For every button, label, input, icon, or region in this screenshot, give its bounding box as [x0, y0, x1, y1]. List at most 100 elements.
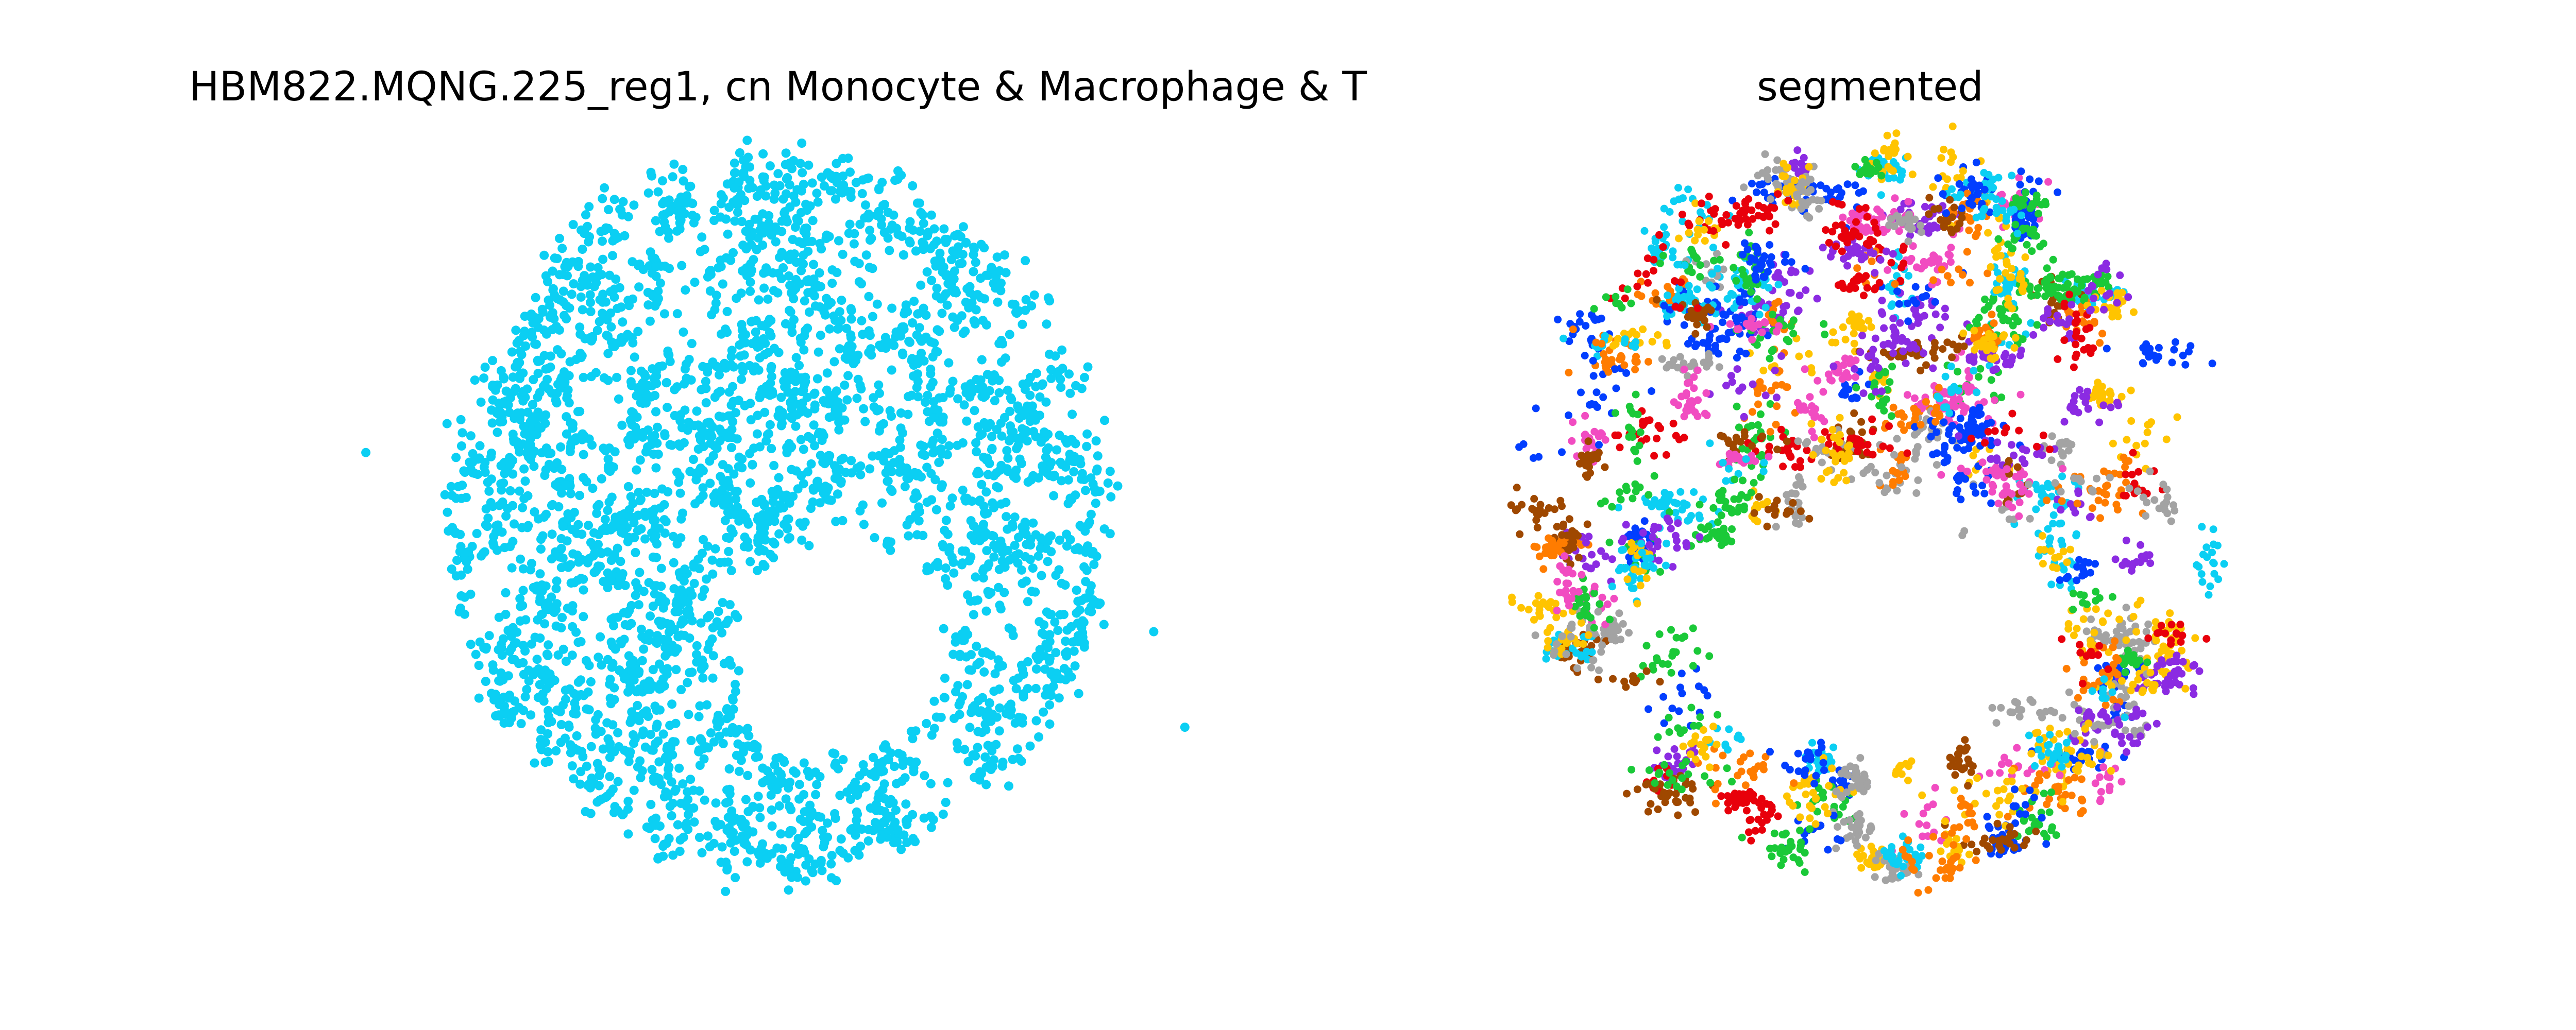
data-point: [447, 564, 456, 574]
data-point: [809, 260, 818, 269]
cluster-point: [2139, 359, 2147, 368]
data-point: [523, 521, 533, 530]
data-point: [547, 529, 557, 539]
data-point: [1072, 586, 1081, 595]
cluster-point: [1845, 816, 1854, 824]
data-point: [1002, 512, 1011, 522]
cluster-point: [1713, 532, 1721, 540]
data-point: [547, 592, 556, 602]
data-point: [695, 761, 705, 770]
data-point: [705, 611, 715, 621]
data-point: [1068, 637, 1077, 647]
data-point: [1077, 384, 1087, 393]
cluster-point: [2067, 792, 2076, 800]
cluster-point: [1913, 263, 1921, 271]
data-point: [583, 687, 593, 697]
data-point: [471, 649, 481, 659]
cluster-point: [1640, 227, 1649, 235]
data-point: [718, 739, 728, 748]
data-point: [781, 372, 791, 382]
data-point: [594, 764, 604, 774]
data-point: [981, 725, 991, 735]
data-point: [527, 639, 536, 649]
data-point: [997, 761, 1007, 771]
data-point: [592, 325, 602, 335]
data-point: [663, 636, 672, 645]
cluster-point: [1616, 443, 1624, 452]
data-point: [1001, 353, 1010, 363]
data-point: [742, 135, 752, 145]
data-point: [584, 705, 594, 715]
cluster-point: [1674, 811, 1682, 819]
data-point: [746, 415, 756, 425]
data-point: [786, 412, 795, 422]
data-point: [793, 834, 803, 844]
data-point: [518, 641, 528, 650]
data-point: [938, 810, 948, 819]
data-point: [975, 431, 985, 440]
data-point: [557, 244, 567, 253]
data-point: [767, 805, 776, 815]
data-point: [692, 641, 702, 650]
data-point: [782, 189, 791, 199]
data-point: [726, 838, 736, 848]
data-point: [1088, 595, 1098, 605]
data-point: [609, 195, 619, 204]
data-point: [520, 476, 530, 486]
data-point: [774, 529, 784, 539]
data-point: [851, 778, 860, 787]
data-point: [628, 257, 637, 267]
data-point: [1022, 427, 1031, 437]
data-point: [580, 229, 589, 238]
data-point: [505, 486, 515, 495]
data-point: [933, 325, 942, 335]
data-point: [594, 781, 604, 791]
cluster-point: [1880, 488, 1889, 496]
data-point: [573, 690, 583, 700]
data-point: [846, 333, 856, 342]
data-point: [731, 679, 740, 689]
data-point: [815, 772, 825, 781]
data-point: [657, 361, 667, 371]
data-point: [808, 216, 818, 226]
cluster-point: [1931, 310, 1940, 318]
cluster-point: [2141, 439, 2149, 448]
data-point: [970, 772, 979, 782]
data-point: [1055, 431, 1064, 440]
data-point: [777, 273, 786, 283]
data-point: [539, 250, 549, 260]
data-point: [489, 541, 499, 551]
data-point: [543, 651, 553, 660]
cluster-point: [1721, 741, 1730, 748]
data-point: [705, 286, 715, 296]
cluster-point: [2043, 771, 2051, 779]
data-point: [686, 736, 696, 745]
data-point: [830, 461, 839, 471]
data-point: [451, 493, 461, 503]
cluster-point: [1651, 237, 1659, 246]
data-point: [627, 657, 637, 666]
data-point: [784, 271, 793, 281]
data-point: [595, 771, 604, 780]
data-point: [547, 554, 556, 564]
data-point: [670, 786, 680, 796]
data-point: [763, 294, 773, 304]
data-point: [460, 592, 469, 602]
cluster-point: [1680, 499, 1688, 507]
data-point: [1089, 560, 1099, 569]
data-point: [975, 495, 985, 505]
cluster-point: [2205, 591, 2213, 599]
data-point: [717, 485, 727, 495]
data-point: [971, 438, 981, 448]
data-point: [782, 217, 792, 227]
data-point: [1054, 693, 1064, 703]
cluster-point: [1513, 484, 1521, 492]
data-point: [575, 491, 585, 500]
data-point: [765, 420, 775, 430]
data-point: [929, 338, 939, 348]
data-point: [723, 615, 733, 625]
data-point: [630, 734, 640, 744]
data-point: [908, 734, 918, 744]
cluster-point: [1696, 533, 1704, 541]
data-point: [497, 527, 507, 537]
